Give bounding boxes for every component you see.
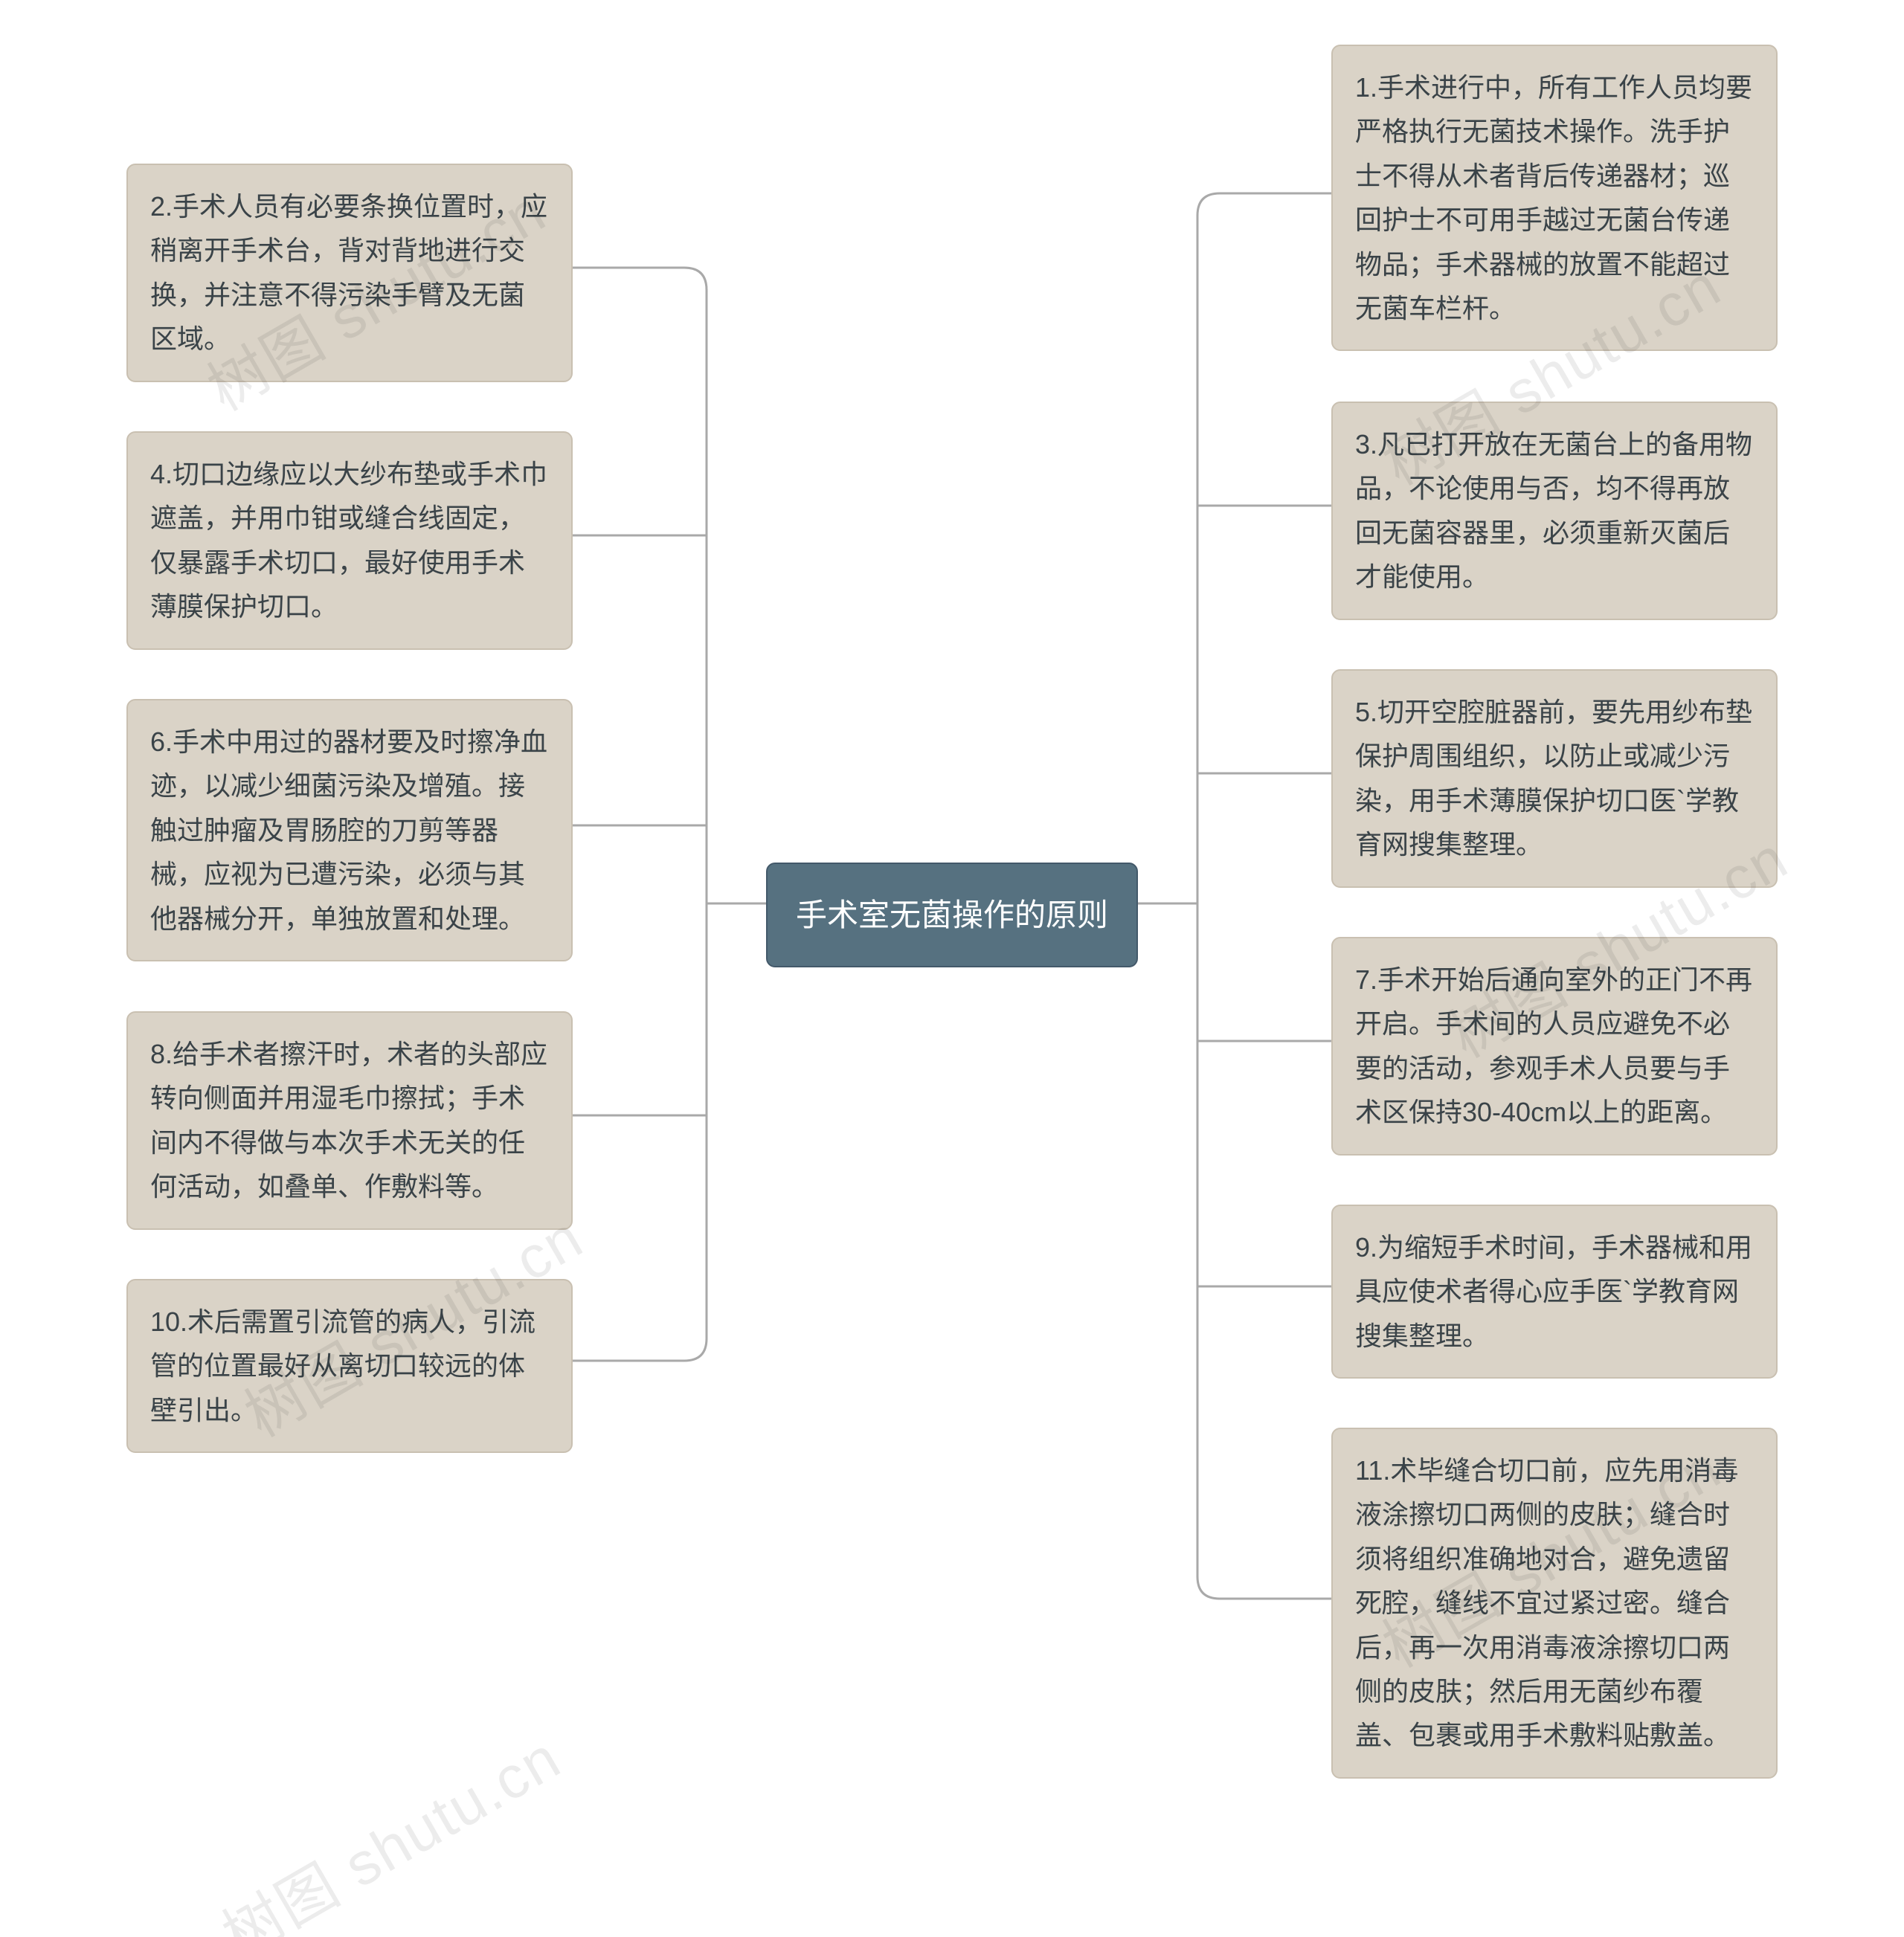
leaf-node-6: 6.手术中用过的器材要及时擦净血迹，以减少细菌污染及增殖。接触过肿瘤及胃肠腔的刀… — [126, 699, 573, 961]
leaf-node-10: 10.术后需置引流管的病人，引流管的位置最好从离切口较远的体壁引出。 — [126, 1279, 573, 1453]
leaf-node-2: 2.手术人员有必要条换位置时，应稍离开手术台，背对背地进行交换，并注意不得污染手… — [126, 164, 573, 382]
leaf-node-8: 8.给手术者擦汗时，术者的头部应转向侧面并用湿毛巾擦拭；手术间内不得做与本次手术… — [126, 1011, 573, 1230]
leaf-node-5: 5.切开空腔脏器前，要先用纱布垫保护周围组织，以防止或减少污染，用手术薄膜保护切… — [1331, 669, 1778, 888]
leaf-node-4: 4.切口边缘应以大纱布垫或手术巾遮盖，并用巾钳或缝合线固定，仅暴露手术切口，最好… — [126, 431, 573, 650]
leaf-node-3: 3.凡已打开放在无菌台上的备用物品，不论使用与否，均不得再放回无菌容器里，必须重… — [1331, 402, 1778, 620]
leaf-node-9: 9.为缩短手术时间，手术器械和用具应使术者得心应手医`学教育网搜集整理。 — [1331, 1205, 1778, 1379]
leaf-node-1: 1.手术进行中，所有工作人员均要严格执行无菌技术操作。洗手护士不得从术者背后传递… — [1331, 45, 1778, 351]
leaf-node-11: 11.术毕缝合切口前，应先用消毒液涂擦切口两侧的皮肤；缝合时须将组织准确地对合，… — [1331, 1428, 1778, 1779]
center-node: 手术室无菌操作的原则 — [766, 863, 1138, 967]
watermark: 树图 shutu.cn — [205, 1711, 574, 1937]
leaf-node-7: 7.手术开始后通向室外的正门不再开启。手术间的人员应避免不必要的活动，参观手术人… — [1331, 937, 1778, 1156]
mindmap-stage: 手术室无菌操作的原则 2.手术人员有必要条换位置时，应稍离开手术台，背对背地进行… — [0, 0, 1904, 1937]
